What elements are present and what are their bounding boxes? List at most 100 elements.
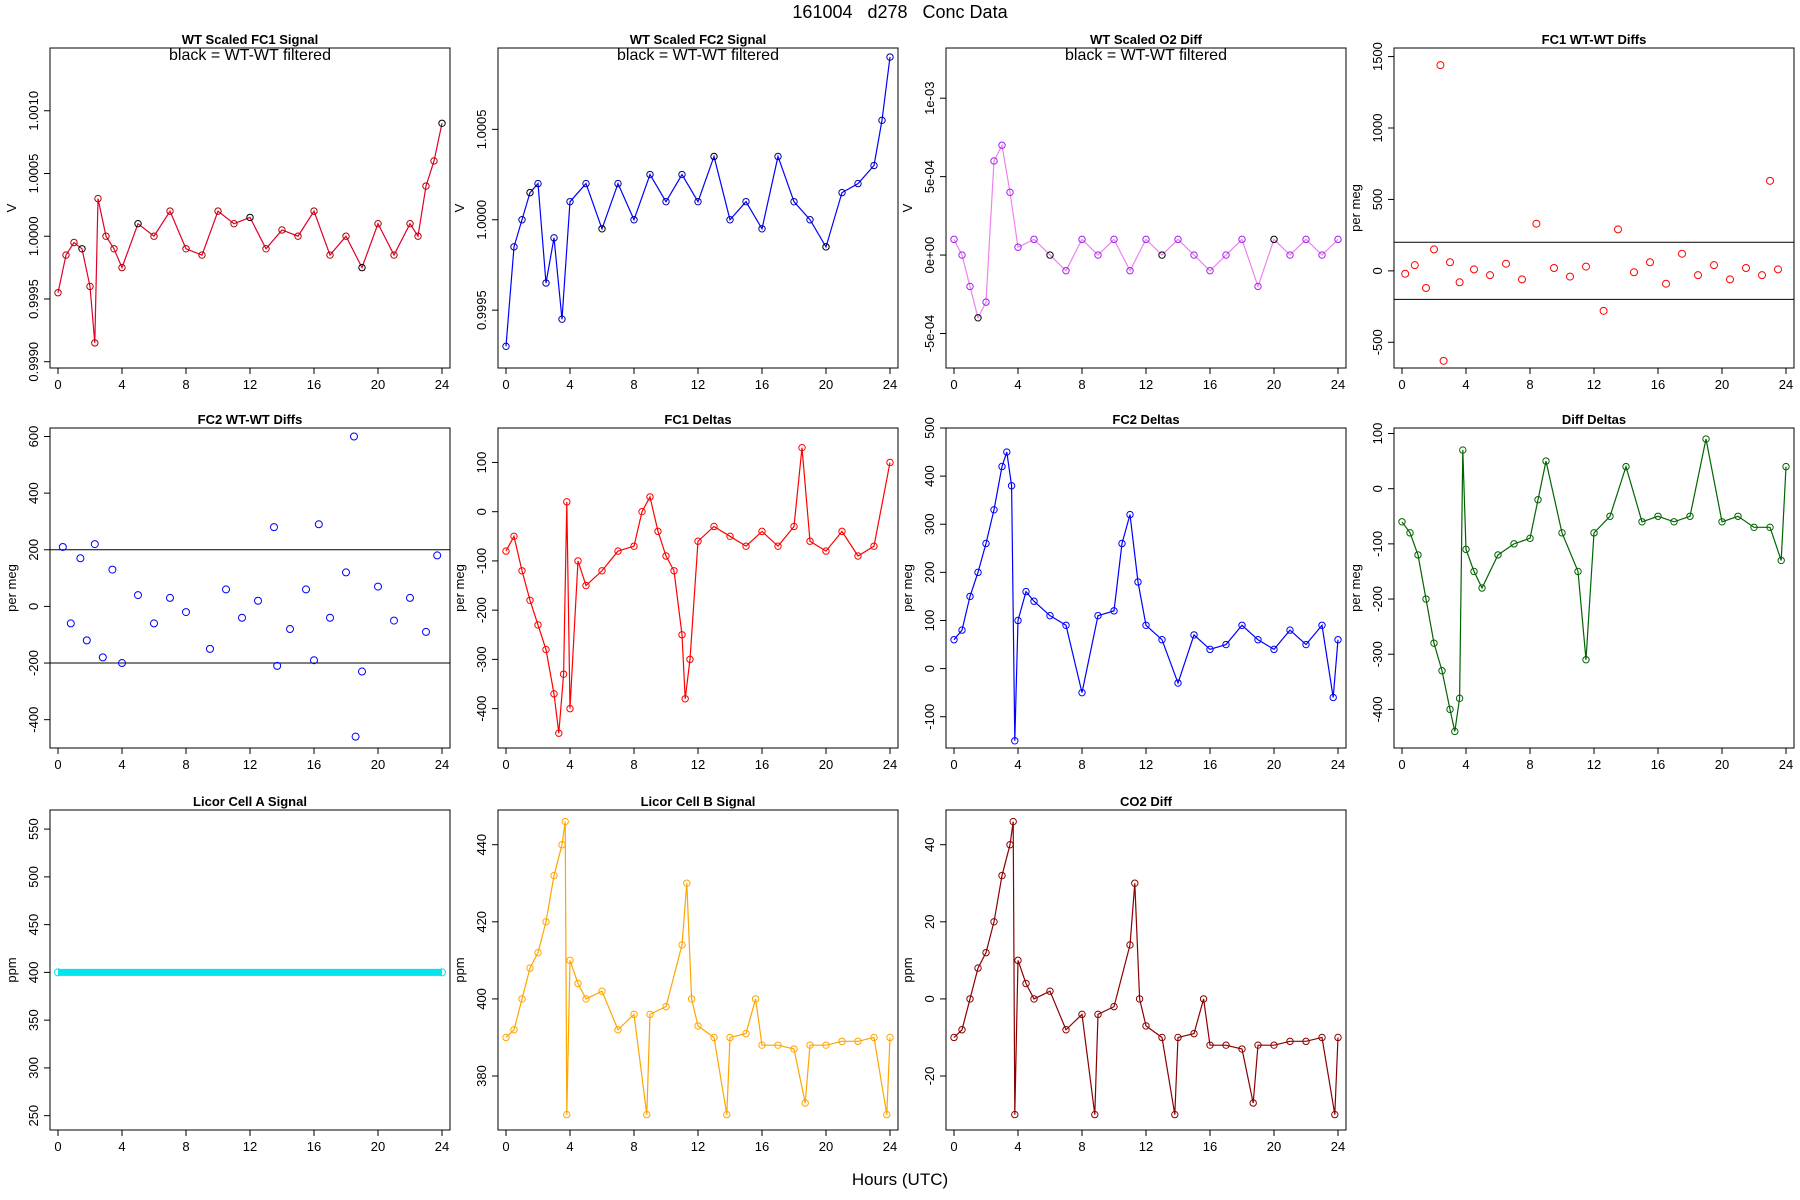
y-tick-label: -200 [26, 650, 41, 676]
data-point [1742, 264, 1750, 272]
data-point [542, 645, 550, 654]
y-tick-label: -20 [922, 1067, 937, 1086]
data-point [438, 968, 446, 977]
data-point [966, 995, 974, 1003]
data-point [614, 1026, 622, 1034]
data-point [222, 585, 230, 594]
series-line [1401, 438, 1787, 732]
data-point [1459, 446, 1467, 454]
x-axis-title: Hours (UTC) [851, 1170, 949, 1189]
data-point [1078, 1010, 1086, 1019]
data-point [662, 197, 670, 206]
data-point [1401, 269, 1410, 278]
y-axis-label: per meg [900, 564, 915, 612]
chart-panel-diff-deltas: Diff Deltas per meg 0 4 8 12 16 20 24 -400 -300 -20… [1348, 412, 1795, 772]
data-point [1318, 621, 1326, 629]
y-tick-label: 1.0000 [26, 216, 41, 256]
plot-area [502, 443, 894, 737]
data-point [726, 216, 734, 224]
data-point [254, 596, 262, 605]
data-point [1174, 235, 1182, 244]
data-point [563, 498, 571, 506]
data-point [102, 232, 110, 240]
x-tick-label: 20 [1715, 757, 1729, 772]
y-tick-label: 1.0000 [474, 200, 489, 240]
plot-area [502, 53, 894, 351]
x-tick-label: 0 [502, 377, 509, 392]
data-point [654, 527, 662, 536]
data-point [438, 119, 446, 127]
data-point [694, 537, 702, 545]
data-point [278, 226, 286, 234]
data-point [422, 627, 430, 636]
x-tick-label: 4 [118, 757, 125, 772]
data-point [150, 619, 158, 628]
data-point [374, 219, 382, 228]
data-point [238, 613, 246, 622]
data-point [1302, 640, 1310, 649]
x-tick-label: 0 [950, 1139, 957, 1154]
chart-annotation: black = WT-WT filtered [169, 47, 331, 64]
data-point [1766, 523, 1774, 532]
data-point [374, 582, 382, 591]
x-tick-label: 0 [950, 377, 957, 392]
data-point [542, 279, 550, 287]
data-point [1566, 272, 1574, 281]
y-tick-label: 400 [474, 988, 489, 1010]
y-tick-label: 0.9990 [26, 342, 41, 382]
data-point [790, 522, 798, 531]
data-point [1126, 941, 1134, 949]
data-point [1190, 631, 1198, 639]
data-point [806, 1041, 814, 1049]
data-point [1206, 645, 1214, 654]
y-tick-label: -300 [474, 646, 489, 672]
data-point [710, 1033, 718, 1042]
data-point [646, 493, 654, 501]
data-point [1582, 262, 1590, 271]
data-point [70, 238, 78, 247]
y-tick-label: 100 [474, 452, 489, 474]
x-tick-label: 12 [243, 1139, 257, 1154]
data-point [78, 245, 86, 253]
plot-frame [945, 47, 1347, 369]
data-point [758, 1041, 766, 1049]
data-point [1046, 251, 1054, 259]
y-axis-label: V [900, 203, 915, 212]
data-point [550, 234, 558, 242]
y-tick-label: 350 [26, 1009, 41, 1031]
data-point [566, 956, 574, 965]
data-point [1750, 523, 1758, 532]
data-point [958, 251, 966, 259]
data-point [1158, 251, 1166, 259]
x-tick-label: 0 [502, 1139, 509, 1154]
y-tick-label: 1e-03 [922, 82, 937, 115]
data-point [1286, 251, 1294, 259]
y-tick-label: 100 [1370, 423, 1385, 445]
data-point [1174, 679, 1182, 687]
y-axis-label: per meg [452, 564, 467, 612]
x-tick-label: 16 [755, 757, 769, 772]
x-tick-label: 12 [1139, 377, 1153, 392]
data-point [1331, 1110, 1339, 1119]
data-point [326, 251, 334, 259]
x-tick-label: 16 [1651, 377, 1665, 392]
data-point [822, 547, 830, 555]
data-point [966, 592, 974, 601]
data-point [1329, 693, 1337, 702]
data-point [351, 732, 360, 741]
x-tick-label: 16 [307, 757, 321, 772]
data-point [1222, 640, 1230, 649]
x-tick-label: 24 [1779, 377, 1793, 392]
data-point [1430, 245, 1438, 254]
data-point [1438, 667, 1446, 675]
data-point [638, 507, 646, 516]
data-point [134, 591, 142, 600]
data-point [1526, 534, 1534, 543]
series-line [57, 123, 443, 343]
data-point [542, 918, 550, 926]
chart-title: Licor Cell A Signal [193, 794, 307, 809]
data-point [1334, 235, 1342, 244]
data-point [1286, 626, 1294, 634]
series-line [953, 451, 1339, 741]
data-point [1446, 258, 1454, 267]
